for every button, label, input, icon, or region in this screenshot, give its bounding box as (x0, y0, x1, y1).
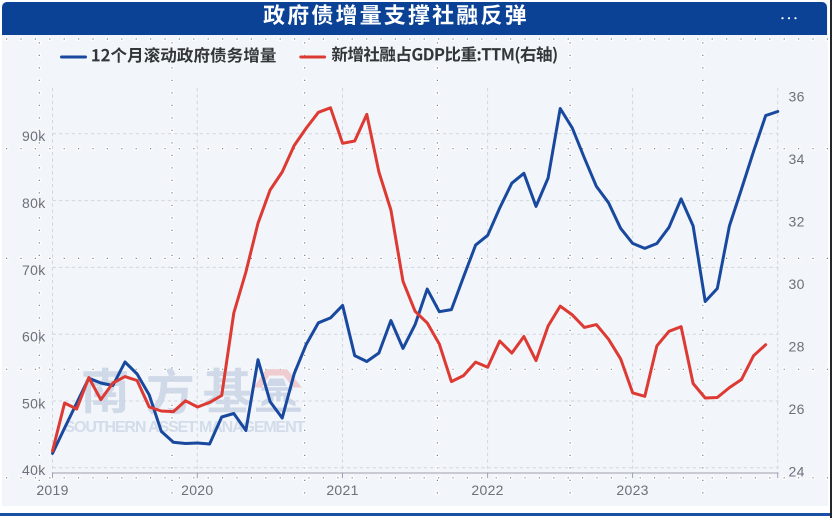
svg-text:32: 32 (789, 214, 805, 230)
svg-text:2021: 2021 (326, 482, 358, 498)
svg-text:2019: 2019 (36, 482, 68, 498)
svg-text:SOUTHERN ASSET MANAGEMENT: SOUTHERN ASSET MANAGEMENT (65, 419, 306, 436)
svg-text:50k: 50k (22, 395, 46, 411)
svg-text:2022: 2022 (471, 482, 503, 498)
svg-text:80k: 80k (22, 195, 46, 211)
svg-text:24: 24 (789, 464, 805, 480)
svg-text:60k: 60k (22, 329, 46, 345)
svg-text:2020: 2020 (181, 482, 213, 498)
svg-text:26: 26 (789, 401, 805, 417)
svg-text:30: 30 (789, 276, 805, 292)
svg-text:36: 36 (789, 89, 805, 105)
svg-text:34: 34 (789, 151, 805, 167)
svg-text:40k: 40k (22, 462, 46, 478)
svg-text:90k: 90k (22, 128, 46, 144)
svg-text:28: 28 (789, 339, 805, 355)
svg-text:70k: 70k (22, 262, 46, 278)
svg-text:2023: 2023 (616, 482, 648, 498)
